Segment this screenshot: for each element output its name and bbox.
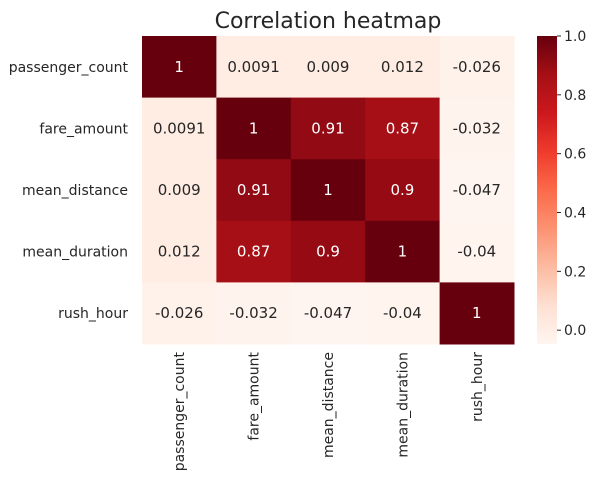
colorbar-tick-label: 0.8 <box>564 88 586 104</box>
heatmap-cell-label: 0.9 <box>316 243 340 261</box>
heatmap-cell-mean_duration-fare_amount <box>216 220 292 283</box>
column-tick-labels: passenger_count fare_amount mean_distance m… <box>172 351 486 471</box>
heatmap-cell-label: 0.012 <box>381 58 424 76</box>
row-tick-label-fare_amount: fare_amount <box>39 121 128 137</box>
heatmap-cell-mean_distance-fare_amount <box>216 159 292 222</box>
row-tick-label-passenger_count: passenger_count <box>9 60 129 76</box>
chart-title: Correlation heatmap <box>215 9 442 34</box>
heatmap-cell-fare_amount-mean_duration <box>365 97 441 160</box>
heatmap-cell-label: 1 <box>249 119 259 137</box>
column-tick-label-mean_duration: mean_duration <box>395 352 411 458</box>
heatmap-cell-passenger_count-fare_amount <box>216 36 292 99</box>
heatmap-cell-label: -0.047 <box>304 304 352 322</box>
heatmap-cell-label: 0.91 <box>237 181 270 199</box>
heatmap-cell-fare_amount-rush_hour <box>439 97 515 160</box>
heatmap-cell-passenger_count-mean_duration <box>365 36 441 99</box>
heatmap-cell-fare_amount-mean_distance <box>290 97 366 160</box>
heatmap-cell-passenger_count-mean_distance <box>290 36 366 99</box>
heatmap-cell-label: 1 <box>174 58 184 76</box>
row-tick-label-mean_distance: mean_distance <box>22 183 128 199</box>
heatmap-cell-label: -0.047 <box>453 181 501 199</box>
heatmap-cell-label: -0.04 <box>383 304 422 322</box>
colorbar-tick-label: 0.0 <box>564 323 586 339</box>
heatmap-cell-mean_duration-mean_distance <box>290 220 366 283</box>
heatmap-cell-label: -0.026 <box>155 304 203 322</box>
heatmap-cell-label: -0.026 <box>453 58 501 76</box>
heatmap-cell-label: 1 <box>472 304 482 322</box>
colorbar-tick-label: 0.6 <box>564 147 586 163</box>
heatmap-cell-fare_amount-fare_amount <box>216 97 292 160</box>
heatmap-cell-passenger_count-rush_hour <box>439 36 515 99</box>
heatmap-cell-label: 0.91 <box>311 119 344 137</box>
heatmap-cell-label: -0.04 <box>457 243 496 261</box>
heatmap-cell-mean_distance-mean_distance <box>290 159 366 222</box>
column-tick-label-passenger_count: passenger_count <box>172 351 188 471</box>
heatmap-cell-label: 0.0091 <box>227 58 280 76</box>
colorbar-tick-label: 0.4 <box>564 206 586 222</box>
row-tick-label-mean_duration: mean_duration <box>22 245 128 261</box>
colorbar-tick-label: 1.0 <box>564 29 586 45</box>
heatmap-cell-label: 0.012 <box>158 243 201 261</box>
heatmap-cell-mean_distance-passenger_count <box>142 159 217 222</box>
row-tick-labels: passenger_count fare_amount mean_distancem… <box>9 60 129 322</box>
colorbar: 0.0 0.2 0.4 0.6 0.8 1.0 <box>537 29 586 344</box>
heatmap-cells <box>142 36 515 345</box>
heatmap-cell-mean_duration-rush_hour <box>439 220 515 283</box>
heatmap-cell-label: -0.032 <box>229 304 277 322</box>
heatmap-cell-label: 0.87 <box>237 243 270 261</box>
heatmap-cell-rush_hour-mean_distance <box>290 282 366 345</box>
heatmap-cell-label: 1 <box>323 181 333 199</box>
heatmap-cell-rush_hour-fare_amount <box>216 282 292 345</box>
heatmap-cell-label: 0.87 <box>386 119 419 137</box>
column-tick-label-fare_amount: fare_amount <box>247 351 263 440</box>
heatmap-cell-label: -0.032 <box>453 119 501 137</box>
heatmap-cell-label: 1 <box>398 243 408 261</box>
heatmap-cell-rush_hour-passenger_count <box>142 282 217 345</box>
colorbar-gradient <box>537 36 557 344</box>
colorbar-tick-label: 0.2 <box>564 264 586 280</box>
heatmap-cell-label: 0.9 <box>390 181 414 199</box>
column-tick-label-mean_distance: mean_distance <box>321 352 337 458</box>
heatmap-cell-label: 0.009 <box>158 181 201 199</box>
heatmap-cell-label: 0.009 <box>307 58 350 76</box>
column-tick-label-rush_hour: rush_hour <box>470 352 486 422</box>
heatmap-cell-mean_distance-rush_hour <box>439 159 515 222</box>
heatmap-cell-mean_distance-mean_duration <box>365 159 441 222</box>
row-tick-label-rush_hour: rush_hour <box>58 306 128 322</box>
heatmap-cell-mean_duration-mean_duration <box>365 220 441 283</box>
heatmap-cell-label: 0.0091 <box>153 119 206 137</box>
heatmap-cell-mean_duration-passenger_count <box>142 220 217 283</box>
heatmap-cell-passenger_count-passenger_count <box>142 36 217 99</box>
heatmap-cell-fare_amount-passenger_count <box>142 97 217 160</box>
heatmap-cell-rush_hour-rush_hour <box>439 282 515 345</box>
heatmap-cell-rush_hour-mean_duration <box>365 282 441 345</box>
